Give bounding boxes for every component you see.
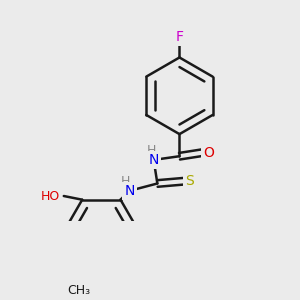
Text: H: H <box>121 175 130 188</box>
Text: O: O <box>203 146 214 160</box>
Text: S: S <box>185 174 194 188</box>
Text: F: F <box>176 30 184 44</box>
Text: H: H <box>147 144 156 157</box>
Text: N: N <box>124 184 135 198</box>
Text: HO: HO <box>41 190 60 202</box>
Text: CH₃: CH₃ <box>67 284 90 297</box>
Text: N: N <box>148 153 159 167</box>
